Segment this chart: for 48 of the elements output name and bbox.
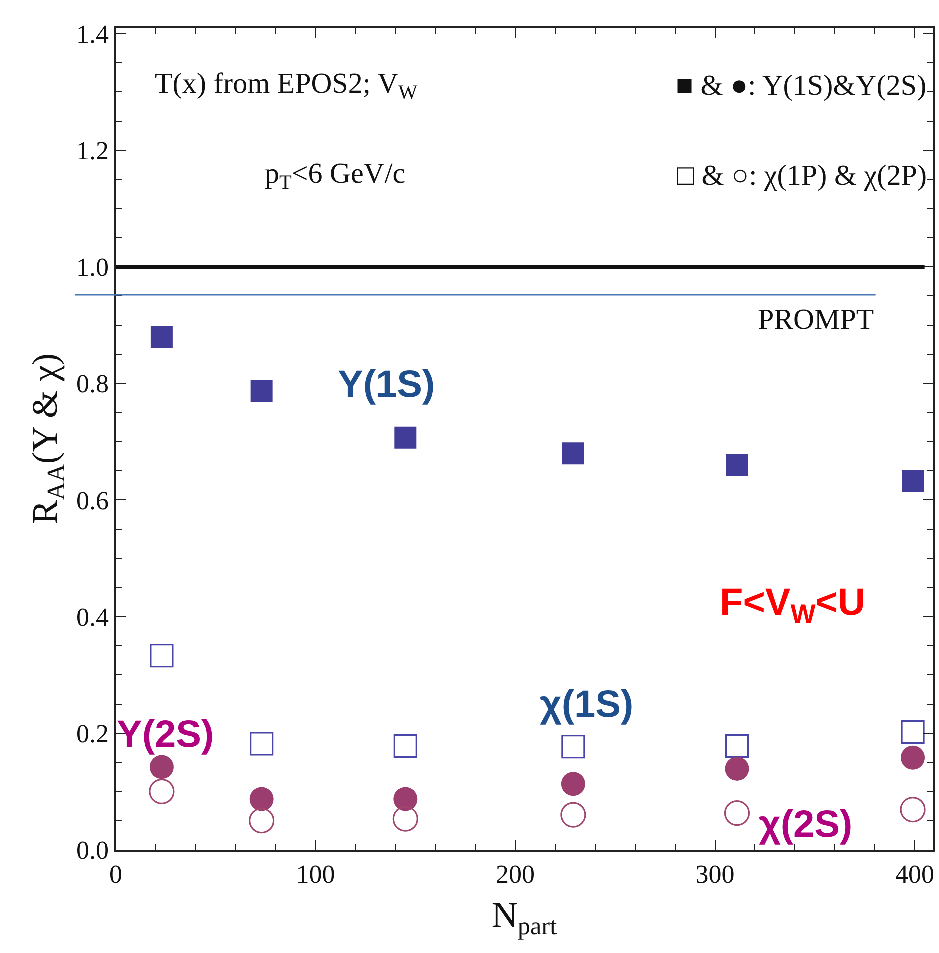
point <box>394 734 418 758</box>
point <box>725 756 750 781</box>
x-axis-title: N$_{part}$ <box>492 895 558 941</box>
annotation: T(x) from EPOS2; V$_{W}$ <box>155 68 419 104</box>
x-tick-label: 100 <box>296 860 336 889</box>
annotation: χ(1S) <box>540 684 634 726</box>
y-tick-label: 1.2 <box>76 136 110 166</box>
y-tick-label: 1.0 <box>76 253 110 282</box>
point <box>726 454 748 476</box>
point <box>900 796 926 823</box>
annotation: p$_{T}$<6 GeV/c <box>265 158 406 194</box>
point <box>250 732 274 756</box>
point <box>394 426 417 449</box>
point <box>901 720 925 744</box>
point <box>150 326 173 348</box>
point <box>901 746 926 770</box>
y-tick-label: 0.6 <box>76 486 110 516</box>
point <box>250 787 274 812</box>
point <box>392 806 418 832</box>
annotation: PROMPT <box>758 304 874 336</box>
point <box>902 470 924 492</box>
point <box>724 800 750 826</box>
annotation: χ(2S) <box>759 804 853 846</box>
x-tick-label: 0 <box>110 860 122 889</box>
annotation: ■ & ●: Y(1S)&Y(2S) <box>676 70 927 102</box>
y-tick-label: 0.0 <box>76 836 110 866</box>
annotation: □ & ○: χ(1P) & χ(2P) <box>677 160 928 192</box>
x-tick-label: 400 <box>896 860 935 889</box>
point <box>250 380 273 402</box>
point <box>149 778 175 804</box>
point <box>561 772 586 796</box>
point <box>560 802 586 828</box>
point <box>562 735 586 759</box>
x-tick-label: 300 <box>696 860 735 889</box>
point <box>562 442 584 465</box>
y-tick-label: 0.8 <box>76 370 110 399</box>
point <box>394 787 418 812</box>
y-tick-label: 0.4 <box>76 602 110 632</box>
annotation: Y(1S) <box>338 364 436 406</box>
annotation: Y(2S) <box>117 714 214 756</box>
x-tick-label: 200 <box>496 860 536 889</box>
annotation: F<V$_{W}$<U <box>720 582 866 629</box>
y-tick-label: 0.2 <box>76 720 110 748</box>
point <box>725 734 750 758</box>
y-tick-label: 1.4 <box>76 20 110 49</box>
point <box>249 808 275 834</box>
point <box>150 755 174 780</box>
point <box>150 644 174 668</box>
